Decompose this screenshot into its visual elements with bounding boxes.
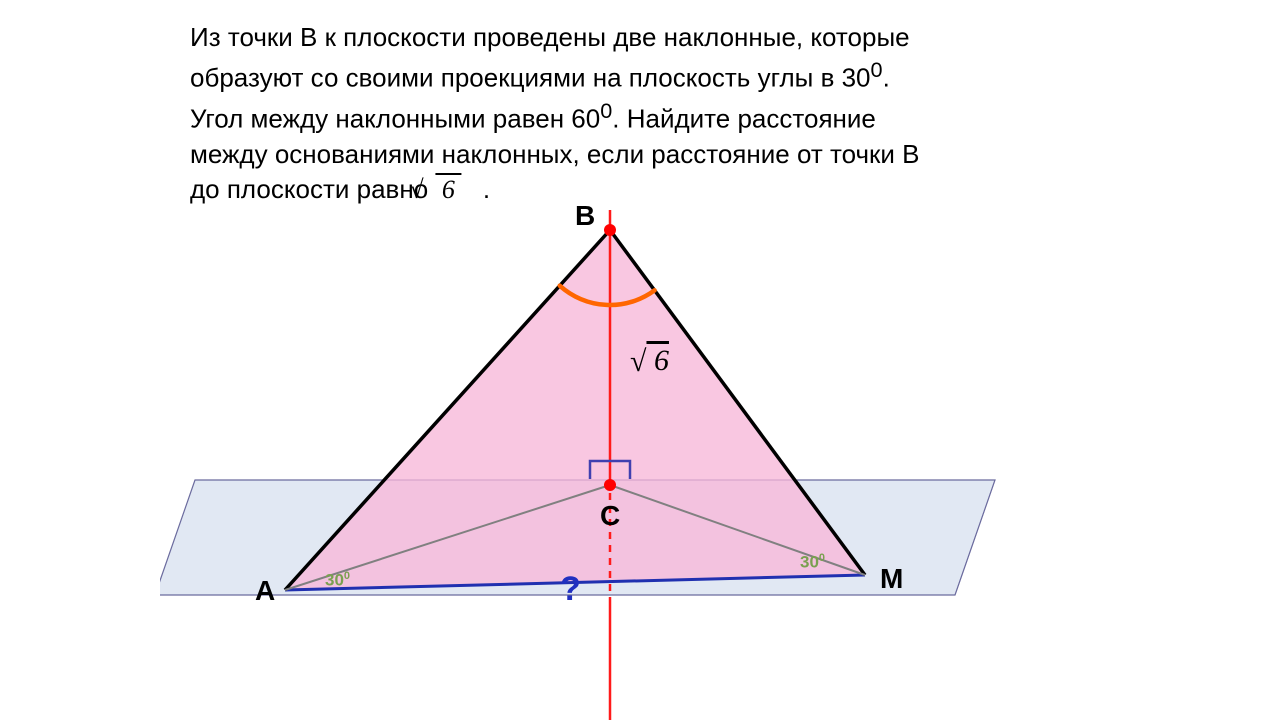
- question-mark: ?: [560, 570, 581, 609]
- angle-label-left: 300: [325, 570, 350, 591]
- text-line-2: образуют со своими проекциями на плоскос…: [190, 63, 871, 93]
- label-A: A: [255, 575, 275, 607]
- geometry-diagram: B A M C 300 300 ? √ 6: [160, 200, 1120, 720]
- label-M: M: [880, 563, 903, 595]
- height-label: √ 6: [630, 345, 669, 379]
- text-line-3-end: . Найдите расстояние: [612, 104, 876, 134]
- text-line-3: Угол между наклонными равен 60: [190, 104, 600, 134]
- text-line-4: между основаниями наклонных, если рассто…: [190, 139, 920, 169]
- diagram-svg: [160, 200, 1120, 720]
- angle-label-right: 300: [800, 552, 825, 573]
- text-line-2-end: .: [883, 63, 890, 93]
- text-line-1: Из точки В к плоскости проведены две нак…: [190, 22, 910, 52]
- label-C: C: [600, 500, 620, 532]
- text-line-3-sup: 0: [600, 98, 612, 123]
- label-B: B: [575, 200, 595, 232]
- text-line-2-sup: 0: [871, 57, 883, 82]
- problem-text: Из точки В к плоскости проведены две нак…: [190, 20, 1090, 207]
